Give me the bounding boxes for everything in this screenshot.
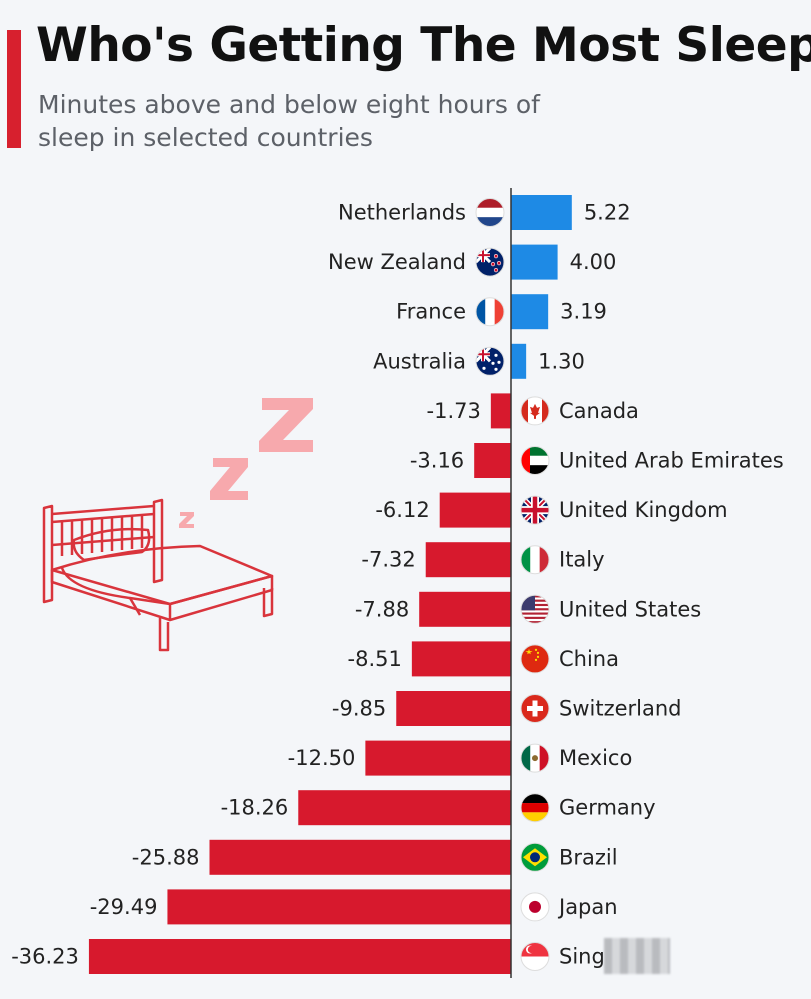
category-label-china: China [559, 647, 619, 671]
netherlands-flag-icon [475, 198, 505, 227]
uae-flag-icon [520, 446, 550, 475]
value-label-italy: -7.32 [361, 548, 415, 572]
chart-title: Who's Getting The Most Sleep? [36, 18, 811, 73]
value-label-canada: -1.73 [427, 399, 481, 423]
bar-germany [298, 790, 511, 826]
blurred-watermark [604, 938, 670, 974]
category-label-united-arab-emirates: United Arab Emirates [559, 449, 784, 473]
category-label-italy: Italy [559, 548, 605, 572]
value-label-united-states: -7.88 [355, 597, 409, 621]
category-label-mexico: Mexico [559, 746, 632, 770]
bar-switzerland [396, 691, 511, 726]
switzerland-flag-icon [520, 694, 550, 723]
value-label-australia: 1.30 [538, 349, 585, 373]
category-label-germany: Germany [559, 796, 656, 820]
value-label-united-kingdom: -6.12 [375, 498, 429, 522]
category-label-canada: Canada [559, 399, 639, 423]
new-zealand-flag-icon [475, 247, 505, 277]
labels-layer: 5.22 Netherlands 4.00 New Zealand 3.19 France… [11, 198, 784, 971]
china-flag-icon [520, 644, 550, 674]
bar-australia [511, 343, 527, 379]
bar-united-arab-emirates [474, 443, 511, 478]
bar-china [411, 641, 511, 677]
category-label-japan: Japan [557, 895, 618, 919]
france-flag-icon [475, 297, 505, 327]
germany-flag-icon [520, 793, 550, 823]
value-label-france: 3.19 [560, 300, 607, 324]
bar-new-zealand [511, 244, 558, 280]
bar-singa [88, 939, 511, 974]
brazil-flag-icon [520, 842, 550, 872]
category-label-united-states: United States [559, 597, 701, 621]
italy-flag-icon [520, 545, 550, 575]
bed-with-zzz-icon [42, 398, 313, 652]
bar-mexico [365, 740, 511, 776]
canada-flag-icon [520, 396, 550, 426]
value-label-germany: -18.26 [221, 796, 289, 820]
singapore-flag-icon [520, 942, 550, 971]
category-label-france: France [396, 300, 466, 324]
zzz-icon [179, 398, 313, 528]
value-label-switzerland: -9.85 [332, 697, 386, 721]
bars-layer [88, 195, 572, 974]
value-label-united-arab-emirates: -3.16 [410, 449, 464, 473]
bar-france [511, 294, 549, 330]
value-label-singa: -36.23 [11, 945, 79, 969]
category-label-netherlands: Netherlands [338, 201, 466, 225]
category-label-brazil: Brazil [559, 845, 618, 869]
accent-bar [7, 30, 21, 148]
category-label-united-kingdom: United Kingdom [559, 498, 728, 522]
bar-japan [167, 889, 511, 925]
category-label-australia: Australia [373, 349, 466, 373]
value-label-mexico: -12.50 [288, 746, 356, 770]
category-label-switzerland: Switzerland [559, 697, 682, 721]
value-label-japan: -29.49 [90, 895, 158, 919]
value-label-netherlands: 5.22 [584, 201, 631, 225]
japan-flag-icon [520, 892, 550, 922]
category-label-new-zealand: New Zealand [328, 250, 466, 274]
mexico-flag-icon [520, 743, 550, 773]
value-label-new-zealand: 4.00 [570, 250, 617, 274]
value-label-china: -8.51 [348, 647, 402, 671]
bar-netherlands [511, 195, 572, 230]
bar-united-states [419, 591, 511, 627]
bar-italy [425, 542, 511, 578]
united-kingdom-flag-icon [520, 495, 550, 525]
bar-canada [490, 393, 511, 429]
bar-united-kingdom [439, 492, 511, 528]
chart-subtitle: Minutes above and below eight hours of s… [38, 90, 540, 152]
australia-flag-icon [475, 346, 505, 376]
bar-brazil [209, 839, 512, 875]
united-states-flag-icon [520, 594, 550, 624]
value-label-brazil: -25.88 [132, 845, 200, 869]
